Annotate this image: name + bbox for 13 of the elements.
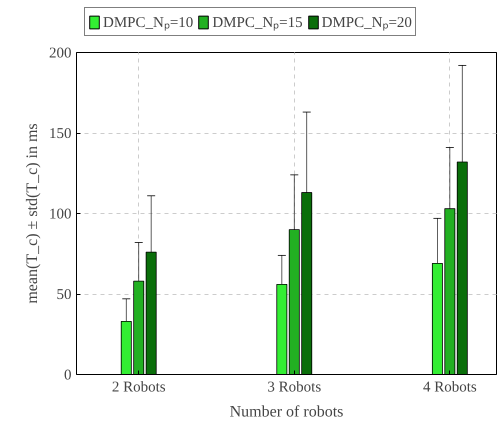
legend-label: DMPC_Nₚ=20 [322, 14, 412, 32]
x-axis-title: Number of robots [230, 404, 344, 420]
y-tick-label: 150 [49, 126, 72, 142]
y-tick-label: 50 [56, 287, 72, 303]
y-tick-label: 100 [49, 206, 72, 222]
legend-label: DMPC_Nₚ=10 [103, 14, 194, 32]
legend-label: DMPC_Nₚ=15 [212, 14, 303, 32]
x-tick-label: 3 Robots [267, 380, 322, 396]
x-tick-label: 4 Robots [422, 380, 477, 396]
y-tick-label: 0 [64, 368, 72, 384]
y-tick-label: 200 [49, 46, 72, 62]
y-axis-title: mean(T_c) ± std(T_c) in ms [24, 123, 41, 304]
x-tick-label: 2 Robots [112, 380, 166, 396]
